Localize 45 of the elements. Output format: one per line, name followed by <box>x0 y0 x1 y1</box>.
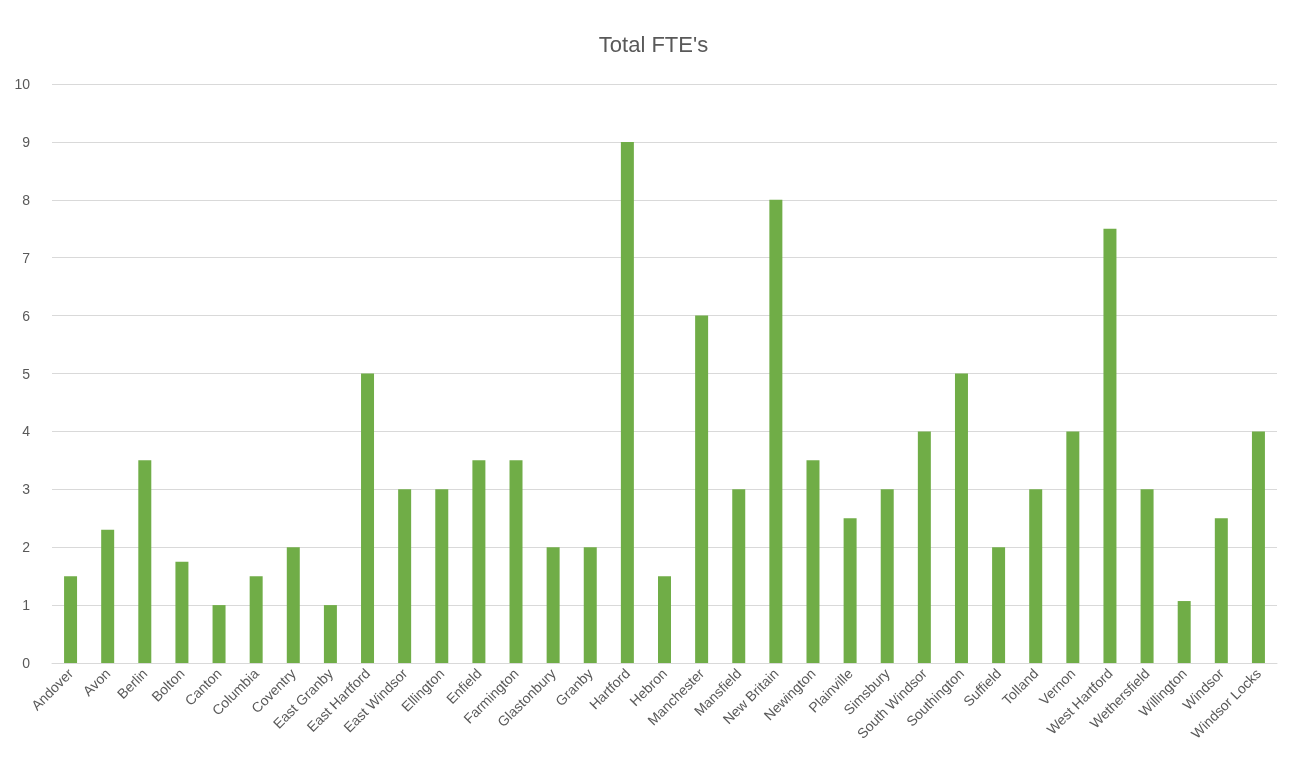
bar <box>1103 228 1117 663</box>
bar <box>695 315 709 663</box>
bar <box>398 489 412 663</box>
bar <box>658 576 671 663</box>
y-tick-label: 2 <box>22 539 31 556</box>
bar <box>769 199 783 663</box>
bar <box>620 141 634 663</box>
y-tick-label: 7 <box>22 249 31 266</box>
bar <box>992 547 1006 663</box>
bar <box>583 547 597 663</box>
bar <box>175 561 189 663</box>
bar <box>361 373 375 663</box>
bar <box>843 518 857 663</box>
bar <box>472 460 486 663</box>
bar <box>806 460 820 663</box>
bar <box>138 460 152 663</box>
bar <box>1214 518 1228 663</box>
y-tick-label: 0 <box>22 655 31 671</box>
bar <box>249 576 263 663</box>
y-tick-label: 9 <box>22 133 31 150</box>
bar <box>546 547 560 663</box>
bar <box>212 605 226 663</box>
y-tick-label: 4 <box>22 423 31 440</box>
bar <box>286 547 300 663</box>
bar <box>1140 489 1154 663</box>
bar <box>917 431 931 663</box>
y-tick-label: 5 <box>22 365 31 382</box>
y-tick-label: 6 <box>22 307 31 324</box>
bar <box>101 529 115 663</box>
chart-title: Total FTE's <box>598 31 709 57</box>
bar <box>880 489 894 663</box>
bar <box>509 460 523 663</box>
bar <box>1066 431 1080 663</box>
bar <box>1029 489 1043 663</box>
bar <box>954 373 968 663</box>
y-tick-label: 3 <box>22 481 31 498</box>
bar <box>732 489 746 663</box>
bar <box>1177 601 1191 663</box>
bar <box>323 605 337 663</box>
y-tick-label: 1 <box>22 597 31 614</box>
y-tick-label: 8 <box>22 191 31 208</box>
bar <box>435 489 449 663</box>
bar <box>1251 431 1265 663</box>
y-tick-label: 10 <box>14 76 31 92</box>
bar <box>64 576 78 663</box>
